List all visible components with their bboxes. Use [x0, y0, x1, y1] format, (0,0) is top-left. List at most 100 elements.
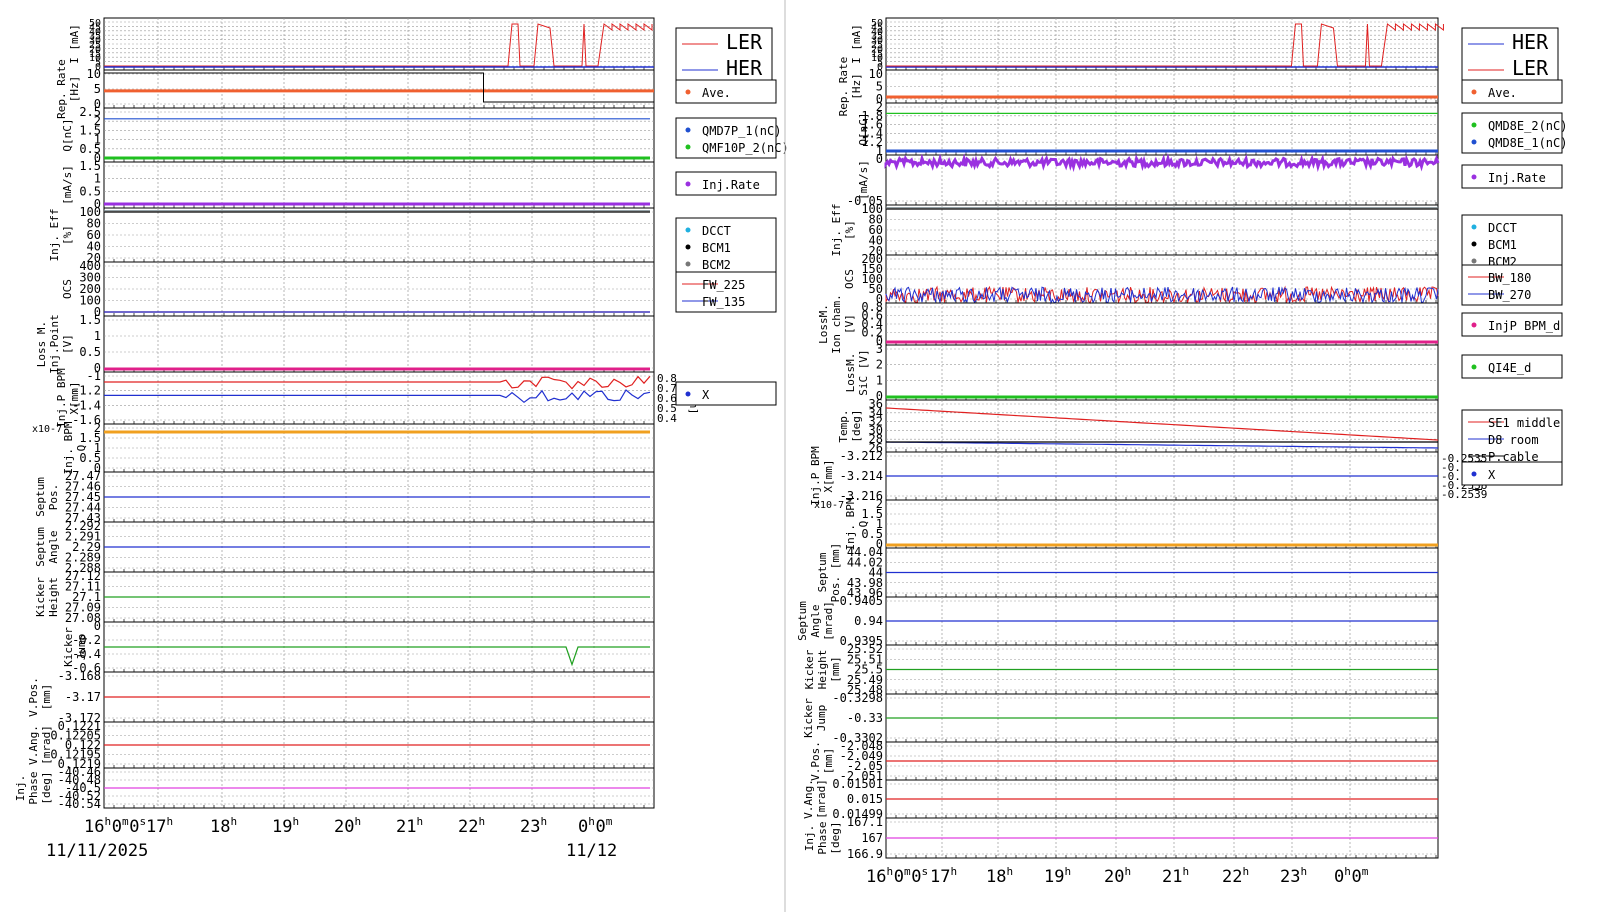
y-axis-label: X[mm]: [822, 459, 835, 492]
legend-dot: [1471, 241, 1477, 247]
legend-charge: QMD8E_2(nC) QMD8E_1(nC): [1461, 112, 1567, 154]
y-axis-label: LossM.: [817, 304, 830, 344]
y-tick-label: 1: [876, 373, 883, 387]
panel-vpos: -2.048-2.049-2.05-2.051 V.Pos. [mm]: [809, 739, 1439, 783]
y-tick-label: 80: [869, 213, 883, 227]
legend-label: InjP BPM_d: [1488, 319, 1560, 333]
y-tick-label: 80: [87, 217, 101, 231]
y-axis-label: Septum: [34, 477, 47, 517]
y-right-tick-label: 0.6: [657, 392, 677, 405]
legend-box: [1461, 164, 1563, 189]
y-tick-label: 0: [876, 92, 883, 106]
y-tick-label: 0.94: [854, 614, 883, 628]
y-axis-label: [V]: [843, 314, 856, 334]
panel-septum-angle: 0.9405 0.94 0.9395 Septum Angle [mrad]: [796, 594, 1439, 648]
series-line-BW_270: [885, 286, 1439, 305]
y-tick-label: 1.5: [79, 431, 101, 445]
y-tick-label: 25: [871, 40, 883, 51]
y-tick-label: 1.5: [79, 313, 101, 327]
legend-box: [1461, 354, 1563, 379]
y-tick-label: 27.11: [65, 580, 101, 594]
y-axis-label: [mA/s]: [61, 165, 74, 205]
y-axis-label: Height: [816, 650, 829, 690]
y-tick-label: 26: [869, 441, 883, 455]
y-tick-label: 1: [876, 144, 883, 158]
legend-label: BW_180: [1488, 271, 1531, 285]
y-tick-label: 27.43: [65, 511, 101, 525]
y-tick-label: 0: [94, 305, 101, 319]
legend-box: [1461, 112, 1563, 154]
series-line-LER: [104, 23, 653, 67]
y-tick-label: 44.04: [847, 545, 883, 559]
y-axis-label: [mrad]: [40, 725, 53, 765]
x-tick-label: 20h: [334, 815, 361, 837]
series-line-SE1 middle: [885, 407, 1439, 441]
legend-label: X: [702, 388, 710, 402]
y-tick-label: 43.96: [847, 586, 883, 600]
y-axis-label: Phase: [27, 771, 40, 804]
y-tick-label: -0.2: [72, 633, 101, 647]
y-tick-label: 0.9395: [840, 634, 883, 648]
y-tick-label: 167: [861, 831, 883, 845]
y-axis-label: I [mA]: [850, 24, 863, 64]
y-axis-label: [deg]: [40, 771, 53, 804]
y-axis-label: [Hz]: [850, 73, 863, 100]
panel-inj-rate: 1.510.50 [mA/s]: [61, 159, 655, 211]
y-tick-label: -3.168: [58, 669, 101, 683]
y-tick-label: 0: [876, 292, 883, 306]
y-axis-label: Rep. Rate: [55, 59, 68, 119]
legend-inj-rate: Inj.Rate: [675, 171, 777, 196]
legend-label: HER: [1512, 30, 1549, 54]
panel-frame: [103, 315, 655, 373]
x-tick-label: 23h: [1280, 865, 1307, 887]
legend-box: [1461, 27, 1559, 87]
y-tick-label: 25.49: [847, 673, 883, 687]
y-axis-label: Loss M.: [35, 321, 48, 367]
y-tick-label: 20: [87, 251, 101, 265]
panel-frame: [885, 399, 1439, 453]
y-tick-label: 10: [87, 67, 101, 81]
legend-label: Inj.Rate: [1488, 171, 1546, 185]
y-tick-label: 5: [876, 80, 883, 94]
y-tick-label: -3.214: [840, 469, 883, 483]
y-axis-label: Inj.: [803, 825, 816, 852]
y-tick-label: 27.45: [65, 490, 101, 504]
y-axis-label: [V]: [61, 334, 74, 354]
y-tick-label: 0.5: [79, 345, 101, 359]
y-axis-label: Septum: [34, 527, 47, 567]
y-tick-label: 167.1: [847, 815, 883, 829]
y-tick-label: -3.212: [840, 449, 883, 463]
legend-label: QMD7P_1(nC): [702, 124, 781, 138]
y-axis-label: Jump: [75, 634, 88, 661]
y-tick-label: 5: [95, 58, 101, 69]
y-tick-label: 2: [94, 114, 101, 128]
y-tick-label: 0.5: [861, 527, 883, 541]
y-tick-label: 300: [79, 271, 101, 285]
y-tick-label: 25.52: [847, 642, 883, 656]
y-tick-label: 0.8: [861, 300, 883, 314]
legend-label: SE1 middle: [1488, 416, 1560, 430]
x-tick-label: 19h: [272, 815, 299, 837]
y-tick-label: 2.288: [65, 561, 101, 575]
x-tick-label: 16h 0m 0s: [866, 865, 928, 887]
y-axis-label: Inj. Eff: [48, 209, 61, 262]
y-tick-label: 2.292: [65, 519, 101, 533]
panel-phase: -40.46-40.48-40.5-40.52-40.54 Inj. Phase [d…: [14, 765, 655, 811]
y-axis-label: Inj.: [14, 775, 27, 802]
y-tick-label: -0.05: [847, 194, 883, 208]
y-tick-label: 1.4: [861, 126, 883, 140]
legend-box: [675, 381, 777, 406]
legend-box: [675, 117, 777, 159]
y-tick-label: 60: [87, 228, 101, 242]
y-tick-label: 2.5: [79, 105, 101, 119]
y-axis-label: [Hz]: [68, 76, 81, 103]
y-axis-label: Inj. BPM: [62, 421, 75, 474]
y-tick-label: 25: [89, 40, 101, 51]
